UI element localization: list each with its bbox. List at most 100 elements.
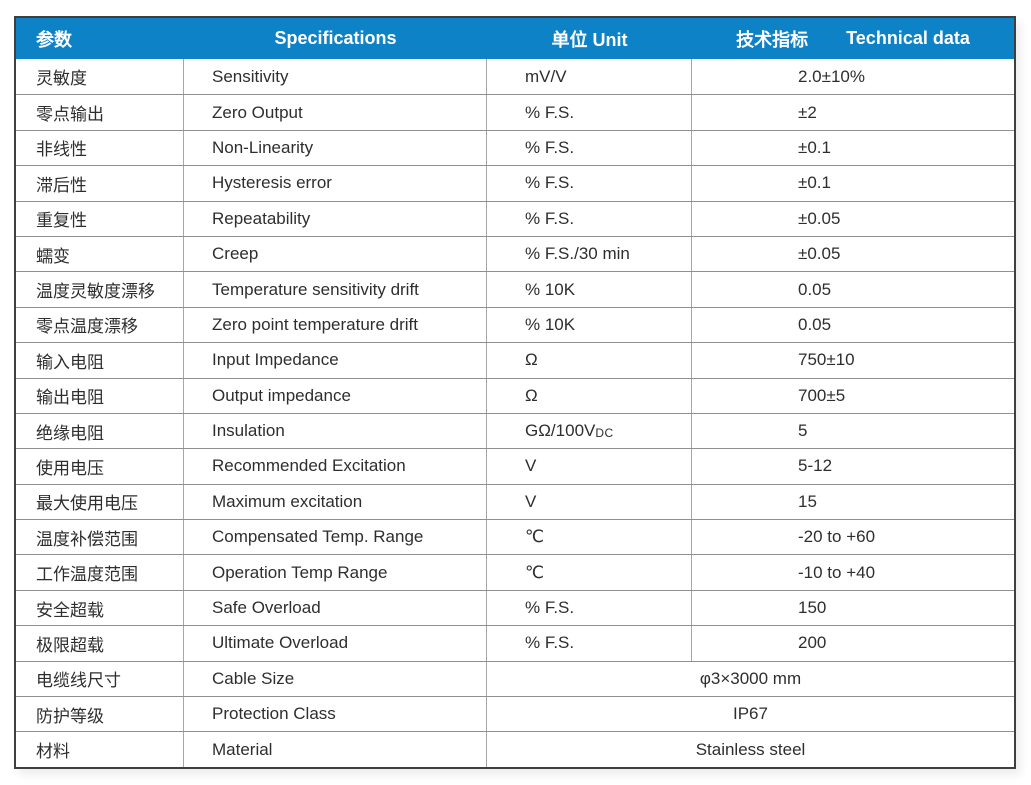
unit-cell: mV/V: [487, 59, 692, 95]
table-row: 滞后性 Hysteresis error % F.S. ±0.1: [16, 165, 1014, 201]
table-row: 非线性 Non-Linearity % F.S. ±0.1: [16, 129, 1014, 166]
unit-text: mV/V: [525, 66, 567, 86]
spec-en-cell: Input Impedance: [184, 343, 487, 378]
unit-subscript-text: DC: [595, 425, 614, 440]
spec-en-cell: Ultimate Overload: [184, 626, 487, 661]
technical-data-cell: 150: [798, 598, 827, 618]
table-row: 极限超载 Ultimate Overload % F.S. 200: [16, 625, 1014, 661]
technical-data-cell: ±0.1: [798, 173, 831, 193]
unit-text: % F.S.: [525, 102, 575, 122]
table-row: 安全超载 Safe Overload % F.S. 150: [16, 589, 1014, 626]
table-row: 零点输出 Zero Output % F.S. ±2: [16, 94, 1014, 130]
spec-en-cell: Output impedance: [184, 378, 487, 413]
technical-data-cell: 5-12: [798, 456, 833, 476]
param-zh-cell: 极限超载: [16, 626, 184, 661]
param-zh-cell: 零点输出: [16, 95, 184, 130]
unit-text: GΩ/100V: [525, 421, 596, 441]
spec-en-cell: Non-Linearity: [184, 130, 487, 166]
technical-data-cell: -20 to +60: [798, 527, 876, 547]
unit-cell: % F.S.: [487, 166, 692, 201]
spec-en-cell: Sensitivity: [184, 59, 487, 95]
technical-data-cell: 2.0±10%: [798, 66, 865, 86]
unit-text: % 10K: [525, 314, 576, 334]
spec-en-cell: Hysteresis error: [184, 166, 487, 201]
unit-cell: % F.S.: [487, 201, 692, 236]
spec-en-cell: Operation Temp Range: [184, 555, 487, 590]
param-zh-cell: 零点温度漂移: [16, 307, 184, 343]
table-row: 使用电压 Recommended Excitation V 5-12: [16, 448, 1014, 484]
param-zh-cell: 滞后性: [16, 166, 184, 201]
spec-en-cell: Zero Output: [184, 95, 487, 130]
unit-text: ℃: [525, 562, 545, 582]
table-row: 电缆线尺寸 Cable Size φ3×3000 mm: [16, 660, 1014, 697]
unit-cell: % F.S.: [487, 590, 692, 626]
table-header-row: 参数 Specifications 单位 Unit 技术指标 Technical…: [16, 18, 1014, 59]
unit-text: % F.S.: [525, 633, 575, 653]
technical-data-cell: 0.05: [798, 279, 832, 299]
unit-text: % F.S.: [525, 173, 575, 193]
unit-cell: V: [487, 484, 692, 520]
unit-text: V: [525, 491, 537, 511]
param-zh-cell: 材料: [16, 732, 184, 767]
table-row: 灵敏度 Sensitivity mV/V 2.0±10%: [16, 59, 1014, 95]
spec-en-cell: Safe Overload: [184, 590, 487, 626]
param-zh-cell: 非线性: [16, 130, 184, 166]
param-zh-cell: 灵敏度: [16, 59, 184, 95]
table-row: 零点温度漂移 Zero point temperature drift % 10K 0…: [16, 306, 1014, 343]
header-unit: 单位 Unit: [551, 29, 628, 50]
unit-cell: % F.S./30 min: [487, 236, 692, 272]
spec-en-cell: Temperature sensitivity drift: [184, 272, 487, 307]
merged-value-cell: φ3×3000 mm: [699, 668, 802, 688]
spec-en-cell: Repeatability: [184, 201, 487, 236]
unit-text: Ω: [525, 385, 538, 405]
table-row: 重复性 Repeatability % F.S. ±0.05: [16, 200, 1014, 236]
param-zh-cell: 电缆线尺寸: [16, 661, 184, 697]
unit-cell: Ω: [487, 343, 692, 378]
param-zh-cell: 使用电压: [16, 449, 184, 484]
specifications-table: 参数 Specifications 单位 Unit 技术指标 Technical…: [14, 16, 1016, 769]
unit-cell: % F.S.: [487, 95, 692, 130]
spec-en-cell: Creep: [184, 236, 487, 272]
header-technical-data-zh: 技术指标: [736, 29, 809, 50]
param-zh-cell: 绝缘电阻: [16, 413, 184, 449]
unit-cell: ℃: [487, 520, 692, 555]
table-body: 灵敏度 Sensitivity mV/V 2.0±10% 零点输出 Zero Output…: [16, 59, 1014, 767]
table-row: 温度补偿范围 Compensated Temp. Range ℃ -20 to +60: [16, 519, 1014, 555]
header-technical-data-en: Technical data: [846, 28, 970, 48]
param-zh-cell: 输出电阻: [16, 378, 184, 413]
unit-cell: % 10K: [487, 272, 692, 307]
param-zh-cell: 重复性: [16, 201, 184, 236]
unit-text: Ω: [525, 350, 538, 370]
technical-data-cell: 5: [798, 421, 808, 441]
param-zh-cell: 工作温度范围: [16, 555, 184, 590]
param-zh-cell: 蠕变: [16, 236, 184, 272]
table-row: 绝缘电阻 Insulation GΩ/100V DC 5: [16, 412, 1014, 449]
header-param: 参数: [36, 29, 72, 50]
spec-en-cell: Compensated Temp. Range: [184, 520, 487, 555]
unit-cell: ℃: [487, 555, 692, 590]
merged-value-cell: Stainless steel: [695, 739, 806, 759]
spec-en-cell: Protection Class: [184, 697, 487, 732]
table-row: 防护等级 Protection Class IP67: [16, 696, 1014, 732]
table-row: 材料 Material Stainless steel: [16, 731, 1014, 767]
unit-text: % F.S.: [525, 598, 575, 618]
spec-en-cell: Zero point temperature drift: [184, 307, 487, 343]
technical-data-cell: ±2: [798, 102, 817, 122]
header-technical-data: 技术指标 Technical data: [692, 18, 1014, 59]
unit-text: % 10K: [525, 279, 576, 299]
technical-data-cell: 15: [798, 491, 817, 511]
unit-cell: GΩ/100V DC: [487, 413, 692, 449]
param-zh-cell: 最大使用电压: [16, 484, 184, 520]
technical-data-cell: 200: [798, 633, 827, 653]
unit-text: % F.S.: [525, 137, 575, 157]
unit-cell: % F.S.: [487, 626, 692, 661]
spec-en-cell: Insulation: [184, 413, 487, 449]
technical-data-cell: ±0.1: [798, 137, 831, 157]
param-zh-cell: 安全超载: [16, 590, 184, 626]
table-row: 工作温度范围 Operation Temp Range ℃ -10 to +40: [16, 554, 1014, 590]
technical-data-cell: ±0.05: [798, 244, 841, 264]
table-row: 输入电阻 Input Impedance Ω 750±10: [16, 342, 1014, 378]
unit-text: V: [525, 456, 537, 476]
table-row: 温度灵敏度漂移 Temperature sensitivity drift % 10…: [16, 271, 1014, 307]
